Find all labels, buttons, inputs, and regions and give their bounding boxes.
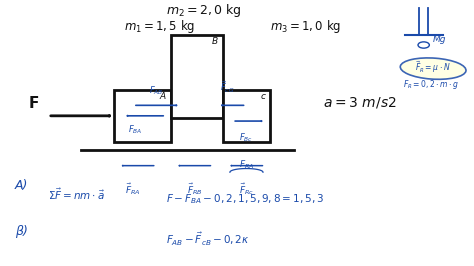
Text: $\beta$): $\beta$) [15,223,28,240]
Text: Mg: Mg [433,35,447,44]
Bar [114,90,171,142]
Text: $\Sigma \vec{F} = nm \cdot \vec{a}$: $\Sigma \vec{F} = nm \cdot \vec{a}$ [48,187,105,202]
Text: c: c [260,92,265,101]
Text: $\vec{F}_R = \mu \cdot N$: $\vec{F}_R = \mu \cdot N$ [415,59,451,75]
Text: $\vec{F}_{cG}$: $\vec{F}_{cG}$ [220,80,235,95]
Text: $\vec{F}_{RA}$: $\vec{F}_{RA}$ [125,181,141,197]
Text: $m_3= 1,0$ kg: $m_3= 1,0$ kg [270,18,341,35]
Text: $F_{AB}$: $F_{AB}$ [149,85,164,97]
Text: $F_{RA}$: $F_{RA}$ [239,158,254,171]
Bar [223,90,270,142]
Text: $m_2= 2,0$ kg: $m_2= 2,0$ kg [166,2,242,19]
Text: $F - F_{BA} - 0,2, 1,5, 9,8 = 1,5, 3$: $F - F_{BA} - 0,2, 1,5, 9,8 = 1,5, 3$ [166,192,324,206]
Text: $F_{AB} - \vec{F}_{cB} - 0,2\kappa$: $F_{AB} - \vec{F}_{cB} - 0,2\kappa$ [166,231,250,248]
Text: $F_{BA}$: $F_{BA}$ [128,124,143,136]
Text: A: A [160,92,166,101]
Text: $a = 3\ m/s2$: $a = 3\ m/s2$ [323,95,397,110]
Bar [171,35,223,118]
Text: $F_R = 0,2 \cdot m \cdot g$: $F_R = 0,2 \cdot m \cdot g$ [403,78,459,91]
Text: A): A) [15,179,28,192]
Text: $\vec{F}_{Rc}$: $\vec{F}_{Rc}$ [239,181,254,197]
Text: $F_{Bc}$: $F_{Bc}$ [239,132,254,144]
Circle shape [418,42,429,48]
Text: F: F [28,95,39,111]
Ellipse shape [400,58,466,79]
Text: B: B [212,37,218,46]
Text: $\vec{F}_{RB}$: $\vec{F}_{RB}$ [187,181,202,197]
Text: $m_1= 1,5$ kg: $m_1= 1,5$ kg [124,18,195,35]
